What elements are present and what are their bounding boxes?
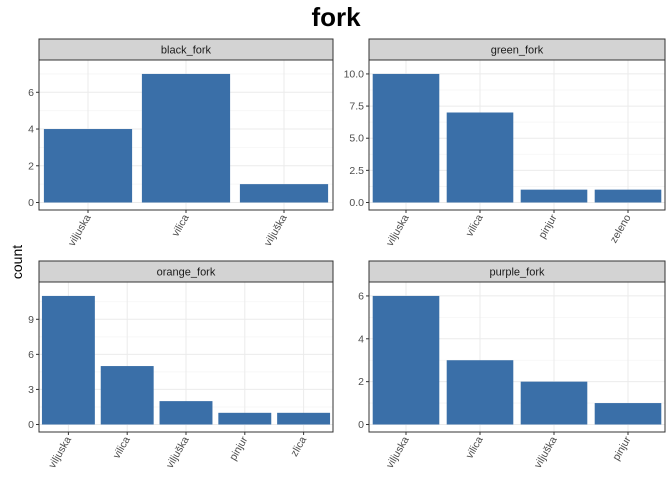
y-tick-label: 0.0 bbox=[349, 197, 364, 209]
bar-vilica bbox=[446, 112, 514, 203]
y-tick-label: 0 bbox=[358, 419, 364, 431]
y-tick-label: 6 bbox=[358, 290, 364, 302]
facet-strip-label: green_fork bbox=[491, 45, 544, 57]
bar-zeleno bbox=[594, 189, 662, 203]
facet-strip-label: purple_fork bbox=[489, 267, 545, 279]
x-tick-label: viljuška bbox=[262, 212, 290, 248]
y-tick-label: 6 bbox=[28, 349, 34, 361]
facet-panel-0: black_fork 0 2 4 6 viljuska vilica viljuška bbox=[28, 38, 334, 248]
y-tick-label: 5.0 bbox=[349, 133, 364, 145]
x-tick-label: zeleno bbox=[608, 212, 634, 245]
y-tick-label: 7.5 bbox=[349, 101, 364, 113]
x-tick-label: zlica bbox=[288, 434, 309, 458]
x-tick-label: pinjur bbox=[227, 434, 250, 463]
x-tick-label: viljuška bbox=[532, 434, 560, 470]
facet-panel-1: green_fork 0.0 2.5 5.0 7.5 10.0 viljuska vilica… bbox=[344, 38, 666, 248]
x-tick-label: vilica bbox=[464, 434, 486, 460]
x-tick-label: viljuska bbox=[384, 434, 412, 470]
y-tick-label: 0 bbox=[28, 419, 34, 431]
chart-title: fork bbox=[311, 2, 361, 32]
bar-vilica bbox=[141, 73, 231, 203]
y-tick-label: 3 bbox=[28, 384, 34, 396]
x-tick-label: pinjur bbox=[536, 212, 559, 241]
panel-border bbox=[368, 59, 666, 211]
y-tick-label: 9 bbox=[28, 314, 34, 326]
y-tick-label: 2 bbox=[28, 160, 34, 172]
bar-viljuška bbox=[159, 401, 213, 425]
x-tick-label: viljuska bbox=[384, 212, 412, 248]
y-tick-label: 4 bbox=[358, 333, 364, 345]
facet-panel-2: orange_fork 0 3 6 9 viljuska vilica viljuška pin… bbox=[28, 260, 334, 470]
x-tick-label: viljuska bbox=[46, 434, 74, 470]
x-tick-label: vilica bbox=[111, 434, 133, 460]
bar-vilica bbox=[446, 360, 514, 425]
y-tick-label: 4 bbox=[28, 124, 34, 136]
bar-pinjur bbox=[520, 189, 588, 203]
x-tick-label: viljuska bbox=[66, 212, 94, 248]
bar-viljuška bbox=[520, 381, 588, 425]
panel-border bbox=[368, 281, 666, 433]
bar-pinjur bbox=[594, 403, 662, 425]
facet-strip-label: black_fork bbox=[161, 45, 212, 57]
x-tick-label: pinjur bbox=[610, 434, 633, 463]
facet-strip-label: orange_fork bbox=[157, 267, 216, 279]
facet-panel-3: purple_fork 0 2 4 6 viljuska vilica viljuška pin… bbox=[358, 260, 666, 470]
bar-zlica bbox=[277, 412, 331, 425]
x-tick-label: viljuška bbox=[164, 434, 192, 470]
bar-viljuska bbox=[41, 295, 95, 425]
y-tick-label: 2 bbox=[358, 376, 364, 388]
y-tick-label: 6 bbox=[28, 87, 34, 99]
x-tick-label: vilica bbox=[170, 212, 192, 238]
bar-vilica bbox=[100, 366, 154, 425]
y-tick-label: 0 bbox=[28, 197, 34, 209]
bar-viljuska bbox=[372, 295, 440, 425]
bar-viljuška bbox=[239, 184, 329, 203]
bar-viljuska bbox=[372, 73, 440, 203]
bar-viljuska bbox=[43, 129, 133, 203]
y-tick-label: 10.0 bbox=[344, 68, 365, 80]
y-tick-label: 2.5 bbox=[349, 165, 364, 177]
x-tick-label: vilica bbox=[464, 212, 486, 238]
bar-pinjur bbox=[218, 412, 272, 425]
